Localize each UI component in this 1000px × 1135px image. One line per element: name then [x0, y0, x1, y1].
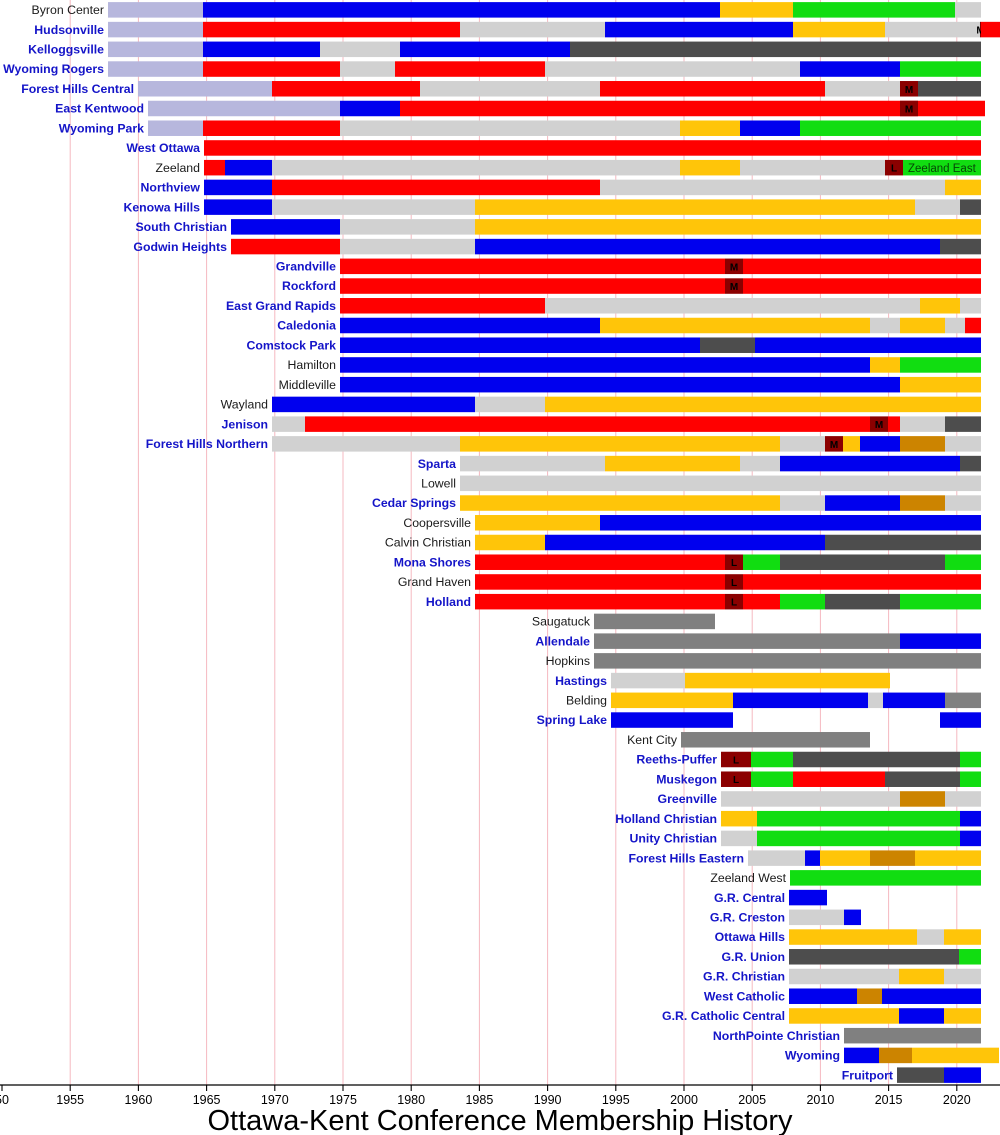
- svg-text:M: M: [730, 262, 738, 273]
- svg-text:Cedar Springs: Cedar Springs: [372, 496, 456, 510]
- svg-text:Middleville: Middleville: [279, 378, 337, 392]
- svg-text:Kenowa Hills: Kenowa Hills: [123, 200, 200, 214]
- svg-text:Jenison: Jenison: [222, 417, 268, 431]
- svg-text:Belding: Belding: [566, 694, 607, 708]
- svg-text:M: M: [830, 440, 838, 451]
- svg-text:West Ottawa: West Ottawa: [126, 141, 200, 155]
- svg-text:Ottawa Hills: Ottawa Hills: [715, 930, 786, 944]
- svg-text:Fruitport: Fruitport: [842, 1068, 893, 1082]
- svg-text:Forest Hills Northern: Forest Hills Northern: [146, 437, 268, 451]
- svg-text:Holland: Holland: [426, 595, 471, 609]
- svg-text:2015: 2015: [875, 1093, 903, 1107]
- svg-text:Sparta: Sparta: [418, 457, 456, 471]
- svg-text:M: M: [730, 282, 738, 293]
- svg-text:Rockford: Rockford: [282, 279, 336, 293]
- svg-text:G.R. Creston: G.R. Creston: [710, 911, 785, 925]
- svg-text:Wayland: Wayland: [221, 398, 269, 412]
- svg-text:L: L: [733, 756, 739, 767]
- svg-text:East Grand Rapids: East Grand Rapids: [226, 299, 336, 313]
- svg-text:Allendale: Allendale: [535, 634, 590, 648]
- svg-text:G.R. Union: G.R. Union: [721, 950, 785, 964]
- svg-text:Wyoming Rogers: Wyoming Rogers: [3, 62, 104, 76]
- svg-text:Coopersville: Coopersville: [403, 516, 471, 530]
- svg-text:West Catholic: West Catholic: [704, 989, 785, 1003]
- svg-text:Northview: Northview: [141, 181, 201, 195]
- svg-text:Byron Center: Byron Center: [32, 3, 104, 17]
- svg-text:L: L: [733, 775, 739, 786]
- svg-text:Ottawa-Kent Conference Members: Ottawa-Kent Conference Membership Histor…: [207, 1105, 793, 1135]
- svg-text:Hudsonville: Hudsonville: [34, 23, 104, 37]
- svg-text:G.R. Christian: G.R. Christian: [703, 970, 785, 984]
- svg-text:Zeeland East: Zeeland East: [908, 163, 977, 175]
- svg-text:Grandville: Grandville: [276, 260, 336, 274]
- svg-text:Kelloggsville: Kelloggsville: [28, 43, 104, 57]
- svg-text:Kent City: Kent City: [627, 733, 678, 747]
- svg-text:Greenville: Greenville: [658, 792, 718, 806]
- svg-text:Hamilton: Hamilton: [287, 358, 336, 372]
- svg-text:2020: 2020: [943, 1093, 971, 1107]
- svg-text:Forest Hills Central: Forest Hills Central: [21, 82, 134, 96]
- svg-text:Godwin Heights: Godwin Heights: [133, 240, 227, 254]
- svg-text:M: M: [905, 85, 913, 96]
- svg-text:Hopkins: Hopkins: [546, 654, 590, 668]
- svg-text:M: M: [905, 105, 913, 116]
- svg-text:L: L: [731, 578, 737, 589]
- svg-text:1960: 1960: [124, 1093, 152, 1107]
- svg-text:Unity Christian: Unity Christian: [630, 832, 717, 846]
- svg-text:Grand Haven: Grand Haven: [398, 575, 471, 589]
- svg-text:Spring Lake: Spring Lake: [537, 713, 608, 727]
- svg-text:Lowell: Lowell: [421, 477, 456, 491]
- svg-text:Hastings: Hastings: [555, 674, 607, 688]
- svg-text:Reeths-Puffer: Reeths-Puffer: [636, 753, 717, 767]
- svg-text:L: L: [891, 164, 897, 175]
- svg-text:Caledonia: Caledonia: [277, 319, 336, 333]
- svg-text:50: 50: [0, 1093, 9, 1107]
- svg-text:Muskegon: Muskegon: [656, 772, 717, 786]
- svg-text:M: M: [875, 420, 883, 431]
- svg-text:Zeeland: Zeeland: [156, 161, 201, 175]
- svg-text:Wyoming: Wyoming: [785, 1049, 840, 1063]
- svg-text:Saugatuck: Saugatuck: [532, 615, 591, 629]
- svg-text:L: L: [731, 558, 737, 569]
- svg-text:South Christian: South Christian: [135, 220, 227, 234]
- svg-text:Wyoming Park: Wyoming Park: [59, 121, 144, 135]
- svg-text:1955: 1955: [56, 1093, 84, 1107]
- svg-text:G.R. Catholic Central: G.R. Catholic Central: [662, 1009, 785, 1023]
- svg-text:Comstock Park: Comstock Park: [246, 338, 336, 352]
- svg-text:Calvin Christian: Calvin Christian: [385, 536, 471, 550]
- svg-text:Forest Hills Eastern: Forest Hills Eastern: [629, 851, 745, 865]
- svg-text:East Kentwood: East Kentwood: [55, 102, 144, 116]
- svg-text:2010: 2010: [806, 1093, 834, 1107]
- svg-text:NorthPointe Christian: NorthPointe Christian: [713, 1029, 840, 1043]
- svg-text:Holland Christian: Holland Christian: [615, 812, 717, 826]
- svg-text:Mona Shores: Mona Shores: [394, 555, 471, 569]
- svg-text:Zeeland West: Zeeland West: [710, 871, 786, 885]
- svg-text:G.R. Central: G.R. Central: [714, 891, 785, 905]
- svg-text:L: L: [731, 598, 737, 609]
